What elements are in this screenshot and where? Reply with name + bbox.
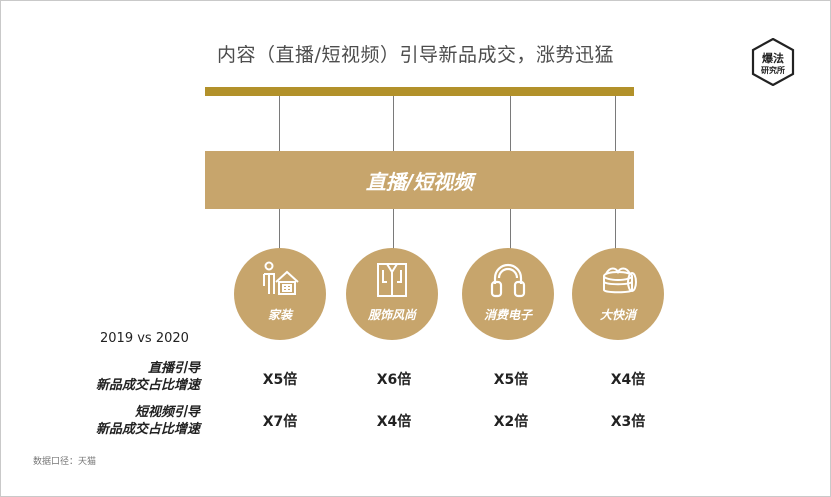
value-cell: X5倍 (493, 372, 529, 388)
value-cell: X4倍 (376, 414, 412, 430)
row-label-live: 直播引导 新品成交占比增速 (40, 360, 200, 394)
value-cell: X4倍 (610, 372, 646, 388)
row-label-line1: 短视频引导 (134, 405, 200, 420)
connector-line (615, 96, 616, 151)
category-label: 消费电子 (483, 308, 532, 322)
brand-logo: 爆法 研究所 (751, 38, 795, 86)
category-circle-electronics: 消费电子 (462, 248, 554, 340)
category-label: 家装 (267, 308, 292, 322)
category-label: 服饰风尚 (367, 308, 416, 322)
value-cell: X5倍 (262, 372, 298, 388)
main-category-box: 直播/短视频 (205, 151, 634, 209)
headphones-icon (490, 263, 526, 298)
category-circle-home: 家装 (234, 248, 326, 340)
logo-line1: 爆法 (762, 51, 784, 65)
category-circle-apparel: 服饰风尚 (346, 248, 438, 340)
value-cell: X6倍 (376, 372, 412, 388)
value-cell: X7倍 (262, 414, 298, 430)
connector-line (279, 96, 280, 151)
top-accent-bar (205, 87, 634, 96)
connector-line (615, 209, 616, 249)
connector-line (279, 209, 280, 249)
connector-line (510, 96, 511, 151)
comparison-period-label: 2019 vs 2020 (100, 331, 189, 346)
value-cell: X3倍 (610, 414, 646, 430)
shirt-icon (377, 263, 407, 297)
value-cell: X2倍 (493, 414, 529, 430)
logo-line2: 研究所 (761, 65, 785, 75)
cosmetic-jar-icon (603, 267, 637, 294)
connector-line (393, 96, 394, 151)
connector-line (510, 209, 511, 249)
row-label-line2: 新品成交占比增速 (95, 378, 200, 393)
home-decor-icon (263, 261, 299, 295)
category-label: 大快消 (599, 308, 636, 322)
row-label-line1: 直播引导 (147, 361, 200, 376)
category-circle-fmcg: 大快消 (572, 248, 664, 340)
main-category-label: 直播/短视频 (365, 169, 474, 194)
row-label-line2: 新品成交占比增速 (95, 422, 200, 437)
slide-title: 内容（直播/短视频）引导新品成交，涨势迅猛 (217, 44, 614, 66)
connector-line (393, 209, 394, 249)
row-label-short-video: 短视频引导 新品成交占比增速 (40, 404, 200, 438)
data-source-note: 数据口径：天猫 (33, 457, 97, 467)
